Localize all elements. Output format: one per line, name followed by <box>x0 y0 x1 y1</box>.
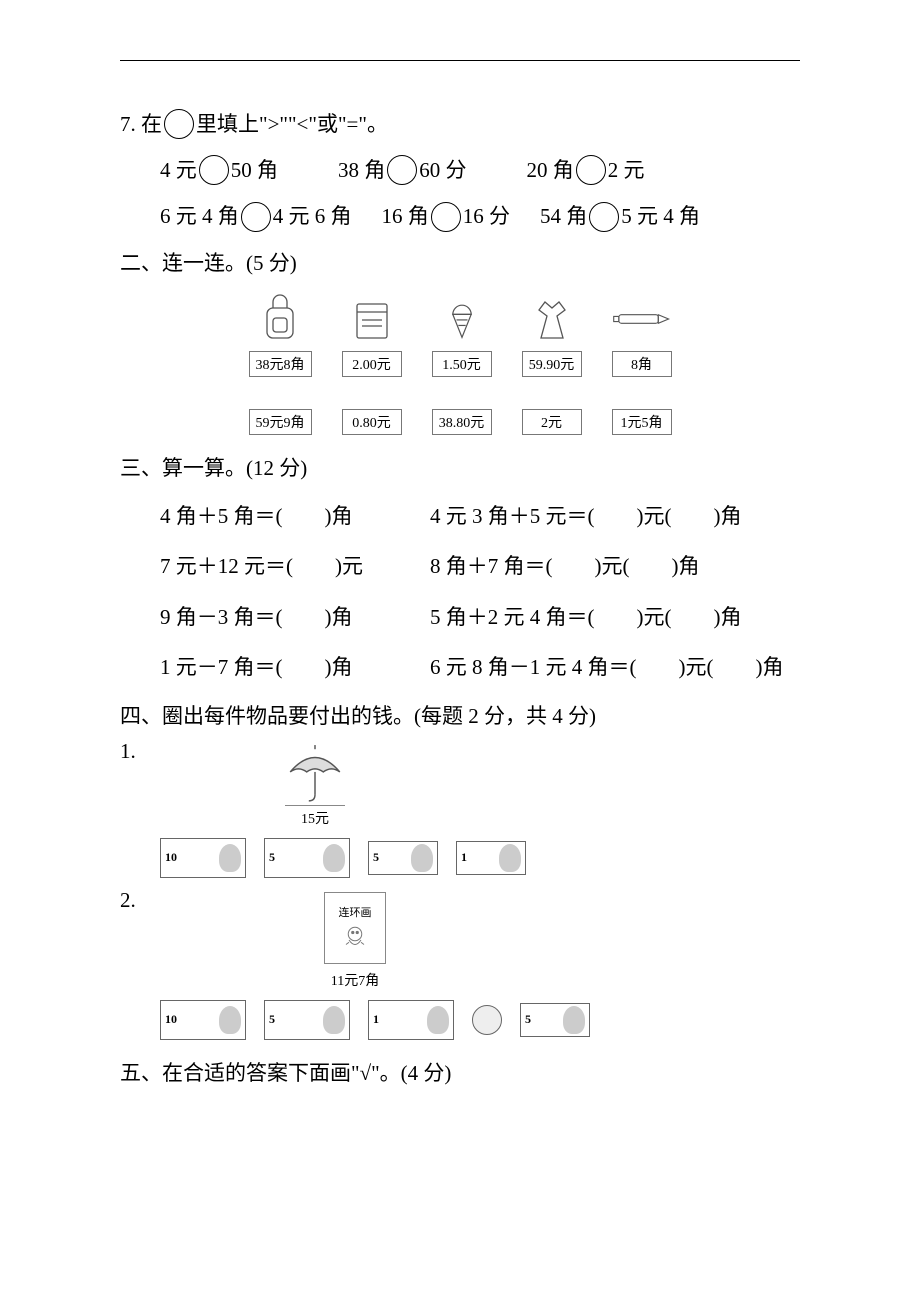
sec4-title: 四、圈出每件物品要付出的钱。(每题 2 分，共 4 分) <box>120 693 800 739</box>
connect-bottom-row: 59元9角 0.80元 38.80元 2元 1元5角 <box>249 409 672 435</box>
calc-left: 1 元－7 角＝( )角 <box>160 642 390 692</box>
connect-top-row: 38元8角 2.00元 1.50元 59.90元 <box>249 292 672 377</box>
q7-r1-2: 38 角60 分 <box>338 147 467 193</box>
q7-title: 7. 在 里填上">""<"或"="。 <box>120 101 800 147</box>
price-label: 59.90元 <box>522 351 582 377</box>
blank-circle[interactable] <box>589 202 619 232</box>
item-dress: 59.90元 <box>522 292 582 377</box>
item-backpack: 38元8角 <box>249 292 312 377</box>
calc-right: 5 角＋2 元 4 角＝( )元( )角 <box>430 592 741 642</box>
price-label: 11元7角 <box>331 970 379 990</box>
q7-row2: 6 元 4 角4 元 6 角 16 角16 分 54 角5 元 4 角 <box>120 193 800 239</box>
banknote-1[interactable]: 1 <box>456 841 526 875</box>
banknote-jiao[interactable]: 5 <box>520 1003 590 1037</box>
blank-circle[interactable] <box>576 155 606 185</box>
blank-circle[interactable] <box>387 155 417 185</box>
q-number: 2. <box>120 888 150 913</box>
calc-right: 4 元 3 角＋5 元＝( )元( )角 <box>430 491 741 541</box>
calc-row: 4 角＋5 角＝( )角 4 元 3 角＋5 元＝( )元( )角 <box>120 491 800 541</box>
sec3-title: 三、算一算。(12 分) <box>120 445 800 491</box>
umbrella-icon <box>280 743 350 805</box>
price-label: 0.80元 <box>342 409 402 435</box>
price-label: 8角 <box>612 351 672 377</box>
money-row-2: 10 5 1 5 <box>160 1000 800 1040</box>
umbrella-item: 15元 <box>270 743 360 828</box>
q-number: 1. <box>120 739 150 764</box>
sec5-title: 五、在合适的答案下面画"√"。(4 分) <box>120 1050 800 1096</box>
q7-r2-1: 6 元 4 角4 元 6 角 <box>160 193 352 239</box>
page: 7. 在 里填上">""<"或"="。 4 元50 角 38 角60 分 20 角… <box>0 0 920 1136</box>
calc-row: 7 元＋12 元＝( )元 8 角＋7 角＝( )元( )角 <box>120 541 800 591</box>
calc-row: 1 元－7 角＝( )角 6 元 8 角－1 元 4 角＝( )元( )角 <box>120 642 800 692</box>
q7-r1-1: 4 元50 角 <box>160 147 278 193</box>
blank-circle[interactable] <box>241 202 271 232</box>
item-book: 2.00元 <box>342 292 402 377</box>
banknote-5[interactable]: 5 <box>264 838 350 878</box>
book-title: 连环画 <box>339 904 372 920</box>
item-icecream: 1.50元 <box>432 292 492 377</box>
coin-icon[interactable] <box>472 1005 502 1035</box>
pen-icon <box>612 292 672 347</box>
banknote-5[interactable]: 5 <box>264 1000 350 1040</box>
connect-area: 38元8角 2.00元 1.50元 59.90元 <box>120 292 800 435</box>
price-label: 38元8角 <box>249 351 312 377</box>
book-item: 连环画 11元7角 <box>310 892 400 990</box>
banknote-1[interactable]: 1 <box>368 1000 454 1040</box>
banknote-5[interactable]: 5 <box>368 841 438 875</box>
banknote-10[interactable]: 10 <box>160 838 246 878</box>
calc-right: 6 元 8 角－1 元 4 角＝( )元( )角 <box>430 642 783 692</box>
q7-r2-2: 16 角16 分 <box>382 193 511 239</box>
sec4-q1: 1. 15元 <box>120 739 800 832</box>
price-label: 2元 <box>522 409 582 435</box>
sec4-q2: 2. 连环画 11元7角 <box>120 888 800 994</box>
item-pen: 8角 <box>612 292 672 377</box>
book-icon <box>342 292 402 347</box>
q7-title-post: 里填上">""<"或"="。 <box>196 112 388 136</box>
price-label: 1元5角 <box>612 409 672 435</box>
blank-circle[interactable] <box>199 155 229 185</box>
q7-r2-3: 54 角5 元 4 角 <box>540 193 700 239</box>
q7-row1: 4 元50 角 38 角60 分 20 角2 元 <box>120 147 800 193</box>
calc-left: 7 元＋12 元＝( )元 <box>160 541 390 591</box>
q7-r1-3: 20 角2 元 <box>527 147 645 193</box>
price-label: 59元9角 <box>249 409 312 435</box>
banknote-10[interactable]: 10 <box>160 1000 246 1040</box>
comicbook-icon: 连环画 <box>324 892 386 964</box>
price-label: 1.50元 <box>432 351 492 377</box>
top-rule <box>120 60 800 61</box>
price-label: 38.80元 <box>432 409 492 435</box>
dress-icon <box>522 292 582 347</box>
icecream-icon <box>432 292 492 347</box>
calc-row: 9 角－3 角＝( )角 5 角＋2 元 4 角＝( )元( )角 <box>120 592 800 642</box>
money-row-1: 10 5 5 1 <box>160 838 800 878</box>
circle-icon <box>164 109 194 139</box>
sec2-title: 二、连一连。(5 分) <box>120 240 800 286</box>
q7-title-pre: 7. 在 <box>120 112 162 136</box>
calc-left: 9 角－3 角＝( )角 <box>160 592 390 642</box>
calc-left: 4 角＋5 角＝( )角 <box>160 491 390 541</box>
backpack-icon <box>250 292 310 347</box>
calc-right: 8 角＋7 角＝( )元( )角 <box>430 541 699 591</box>
price-label: 15元 <box>301 808 329 828</box>
price-label: 2.00元 <box>342 351 402 377</box>
blank-circle[interactable] <box>431 202 461 232</box>
